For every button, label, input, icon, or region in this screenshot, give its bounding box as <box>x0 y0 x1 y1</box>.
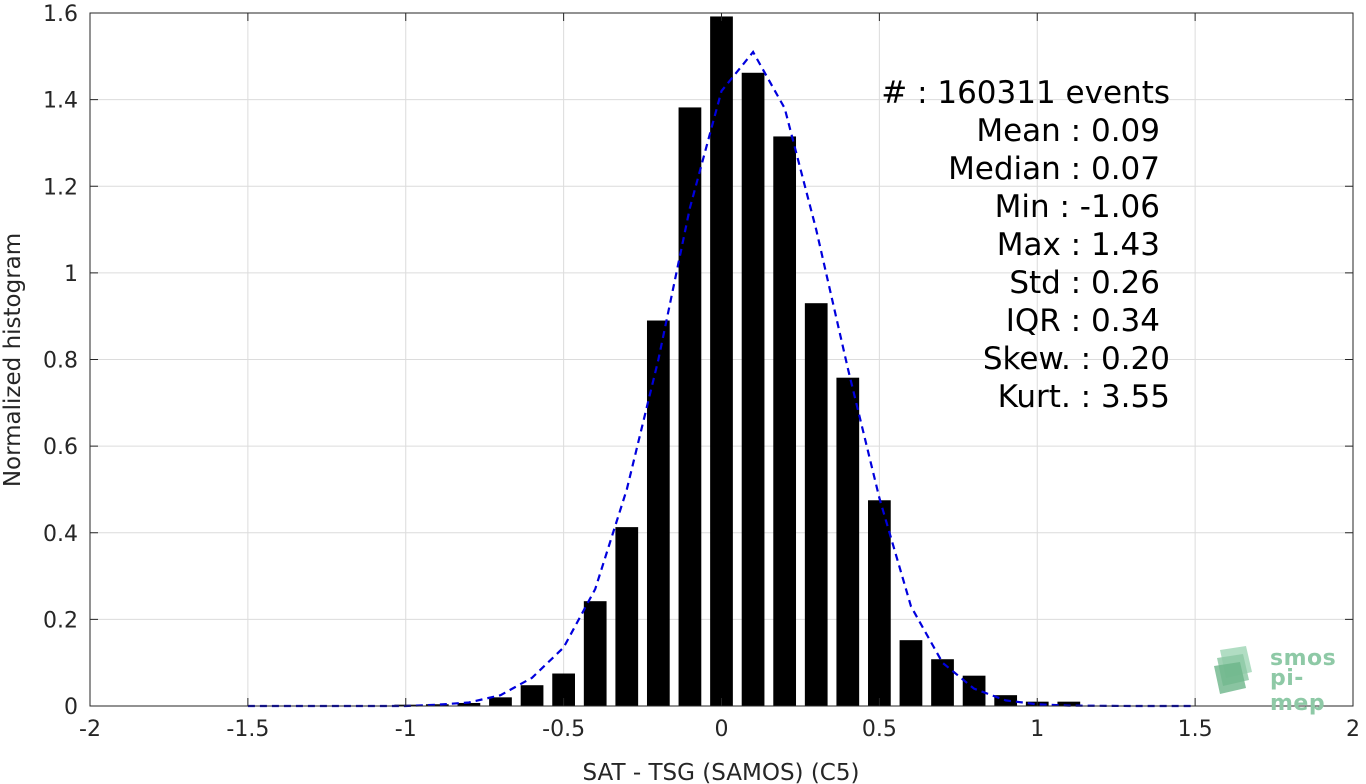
stat-min: Min : -1.06 <box>994 189 1160 225</box>
histogram-bar <box>425 704 449 706</box>
summary-statistics: # : 160311 events Mean : 0.09 Median : 0… <box>840 74 1170 416</box>
y-tick-label: 1.2 <box>43 175 78 200</box>
histogram-bar <box>457 702 481 706</box>
histogram-bar <box>489 697 512 706</box>
histogram-bar <box>583 601 607 706</box>
y-tick-label: 1 <box>64 262 78 287</box>
x-tick-label: -0.5 <box>542 717 585 742</box>
logo-text-pi-mep: pi-mep <box>1270 666 1326 716</box>
stat-kurt: Kurt. : 3.55 <box>997 379 1170 415</box>
y-tick-label: 0.4 <box>43 522 78 547</box>
smos-pi-mep-logo: smos pi-mep <box>1212 640 1352 716</box>
logo-text-smos: smos <box>1270 646 1337 671</box>
stat-median: Median : 0.07 <box>948 151 1160 187</box>
stat-events: # : 160311 events <box>881 75 1170 111</box>
histogram-bar <box>899 640 923 706</box>
x-tick-label: -2 <box>79 717 101 742</box>
y-tick-label: 1.4 <box>43 89 78 114</box>
stat-max: Max : 1.43 <box>996 227 1160 263</box>
axis-ticks: -2 -1.5 -1 -0.5 0 0.5 1 1.5 2 0 0.2 0.4 0.6 0.8 1 1.2 1.… <box>43 2 1360 742</box>
histogram-bars <box>394 16 1081 707</box>
y-tick-label: 0 <box>64 695 78 720</box>
x-tick-label: 1.5 <box>1178 717 1213 742</box>
x-tick-label: 2 <box>1346 717 1360 742</box>
histogram-bar <box>962 675 986 706</box>
x-tick-label: 0 <box>715 717 729 742</box>
stat-std: Std : 0.26 <box>1009 265 1160 301</box>
normal-fit-curve <box>247 50 1196 708</box>
histogram-bar <box>710 16 733 706</box>
histogram-bar <box>868 500 891 706</box>
y-tick-label: 0.8 <box>43 349 78 374</box>
logo-mark-icon <box>1214 646 1252 694</box>
histogram-bar <box>520 685 544 706</box>
histogram-bar <box>741 72 765 707</box>
histogram-bar <box>615 527 639 706</box>
stat-skew: Skew. : 0.20 <box>982 341 1170 377</box>
y-tick-label: 0.2 <box>43 608 78 633</box>
histogram-bar <box>773 136 797 707</box>
y-tick-label: 1.6 <box>43 2 78 27</box>
y-axis-label: Normalized histogram <box>0 233 26 487</box>
histogram-bar <box>836 377 860 706</box>
x-tick-label: 0.5 <box>862 717 897 742</box>
stat-iqr: IQR : 0.34 <box>1005 303 1160 339</box>
histogram-bar <box>931 659 954 706</box>
stat-mean: Mean : 0.09 <box>976 113 1160 149</box>
histogram-bar <box>678 107 702 706</box>
x-tick-label: -1 <box>395 717 417 742</box>
histogram-bar <box>552 673 575 706</box>
y-tick-label: 0.6 <box>43 435 78 460</box>
histogram-bar <box>804 303 828 706</box>
histogram-bar <box>1057 701 1081 706</box>
x-tick-label: -1.5 <box>226 717 269 742</box>
x-axis-label: SAT - TSG (SAMOS) (C5) <box>583 760 860 784</box>
x-tick-label: 1 <box>1030 717 1044 742</box>
histogram-bar <box>646 320 670 706</box>
